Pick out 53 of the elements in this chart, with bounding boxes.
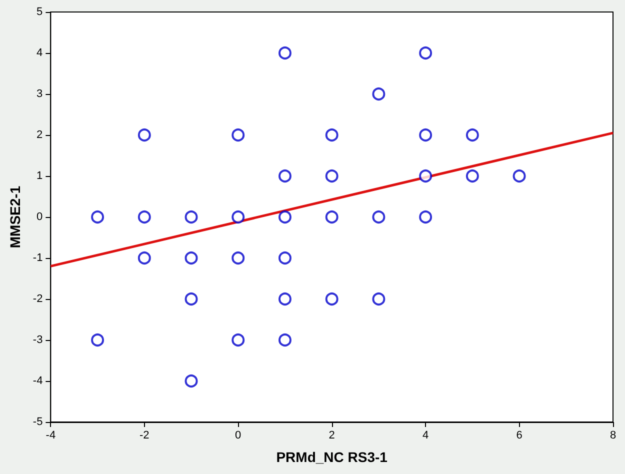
point xyxy=(278,46,292,60)
y-tick-label: 0 xyxy=(36,211,43,223)
point xyxy=(184,292,198,306)
point xyxy=(372,88,386,100)
x-tick-label: -4 xyxy=(46,430,56,442)
point xyxy=(91,210,104,224)
y-tick-label: 3 xyxy=(36,88,43,100)
point xyxy=(184,374,198,388)
point xyxy=(232,128,245,142)
point xyxy=(138,252,151,264)
point xyxy=(325,128,338,142)
point xyxy=(138,210,151,224)
point xyxy=(232,334,245,346)
y-tick-label: 1 xyxy=(36,170,43,182)
y-tick-label: 4 xyxy=(36,47,43,59)
point xyxy=(91,334,104,346)
x-tick-label: 2 xyxy=(328,430,335,442)
y-tick-label: -4 xyxy=(32,375,43,387)
point xyxy=(325,170,338,182)
y-tick-label: 5 xyxy=(36,6,43,18)
point xyxy=(232,210,245,224)
point xyxy=(278,210,292,224)
point xyxy=(325,292,338,306)
point xyxy=(419,170,432,182)
point xyxy=(512,170,526,182)
point xyxy=(278,292,292,306)
y-tick-label: -2 xyxy=(32,293,43,305)
y-tick-label: 2 xyxy=(36,129,43,141)
point xyxy=(372,292,386,306)
x-tick-label: -2 xyxy=(140,430,150,442)
x-tick-label: 4 xyxy=(422,430,429,442)
point xyxy=(184,252,198,264)
point xyxy=(466,128,479,142)
point xyxy=(278,170,292,182)
y-tick-label: -5 xyxy=(32,416,43,428)
point xyxy=(278,334,292,346)
point xyxy=(138,128,151,142)
x-tick-label: 0 xyxy=(235,430,242,442)
y-axis-title: MMSE2-1 xyxy=(7,186,23,248)
point xyxy=(419,210,432,224)
y-tick-label: -3 xyxy=(32,334,43,346)
x-tick-label: 8 xyxy=(610,430,616,442)
point xyxy=(466,170,479,182)
x-tick-label: 6 xyxy=(516,430,522,442)
point xyxy=(419,46,432,60)
point xyxy=(184,210,198,224)
point xyxy=(325,210,338,224)
point xyxy=(419,128,432,142)
point xyxy=(372,210,386,224)
x-axis-title: PRMd_NC RS3-1 xyxy=(276,449,388,465)
point xyxy=(278,252,292,264)
y-tick-label: -1 xyxy=(32,252,43,264)
point xyxy=(232,252,245,264)
